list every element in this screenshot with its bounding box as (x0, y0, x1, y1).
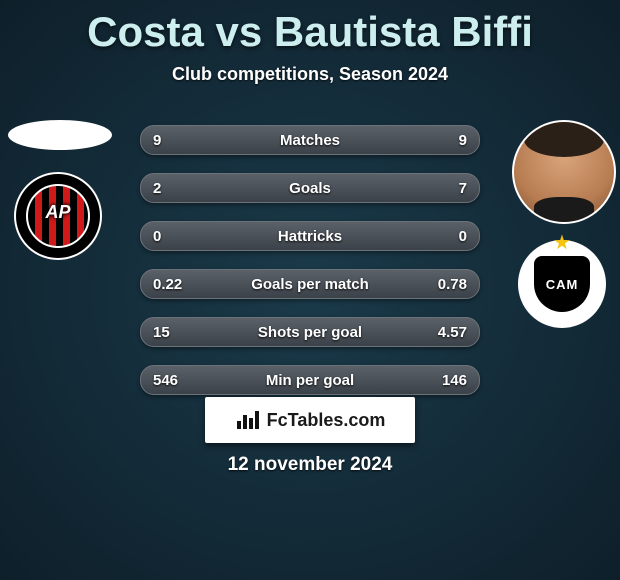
player1-club-abbrev: AP (16, 202, 100, 223)
stat-label: Hattricks (193, 228, 427, 245)
stat-row: 15Shots per goal4.57 (140, 317, 480, 347)
vs-text: vs (215, 8, 262, 55)
player1-club-badge-icon: AP (14, 172, 102, 260)
title: Costa vs Bautista Biffi (0, 0, 620, 56)
stat-right-value: 146 (427, 372, 467, 389)
stat-label: Min per goal (193, 372, 427, 389)
stat-right-value: 0 (427, 228, 467, 245)
stat-row: 9Matches9 (140, 125, 480, 155)
stat-row: 2Goals7 (140, 173, 480, 203)
star-icon: ★ (553, 230, 571, 255)
stats-table: 9Matches9 2Goals7 0Hattricks0 0.22Goals per… (140, 125, 480, 413)
stat-left-value: 546 (153, 372, 193, 389)
stat-label: Shots per goal (193, 324, 427, 341)
subtitle: Club competitions, Season 2024 (0, 64, 620, 85)
player2-club-badge-icon: ★ CAM (518, 240, 606, 328)
stat-row: 0.22Goals per match0.78 (140, 269, 480, 299)
stat-left-value: 0 (153, 228, 193, 245)
brand-text: FcTables.com (267, 410, 386, 431)
stat-label: Goals (193, 180, 427, 197)
stat-left-value: 0.22 (153, 276, 193, 293)
bars-icon (235, 409, 261, 431)
player2-avatar-icon (512, 120, 616, 224)
brand-badge: FcTables.com (205, 397, 415, 443)
left-column: AP (8, 120, 108, 260)
brand-suffix: .com (343, 410, 385, 430)
stat-label: Goals per match (193, 276, 427, 293)
footer-date: 12 november 2024 (0, 454, 620, 476)
stat-right-value: 9 (427, 132, 467, 149)
stat-row: 546Min per goal146 (140, 365, 480, 395)
right-column: ★ CAM (512, 120, 612, 328)
stat-left-value: 9 (153, 132, 193, 149)
stat-right-value: 4.57 (427, 324, 467, 341)
comparison-card: Costa vs Bautista Biffi Club competition… (0, 0, 620, 580)
stat-left-value: 2 (153, 180, 193, 197)
player2-club-abbrev: CAM (546, 277, 579, 292)
player1-avatar-icon (8, 120, 112, 150)
stat-label: Matches (193, 132, 427, 149)
brand-prefix: Fc (267, 410, 288, 430)
stat-right-value: 7 (427, 180, 467, 197)
stat-right-value: 0.78 (427, 276, 467, 293)
stat-left-value: 15 (153, 324, 193, 341)
player2-name: Bautista Biffi (274, 8, 533, 55)
brand-bold: Tables (288, 410, 344, 430)
stat-row: 0Hattricks0 (140, 221, 480, 251)
player1-name: Costa (87, 8, 204, 55)
